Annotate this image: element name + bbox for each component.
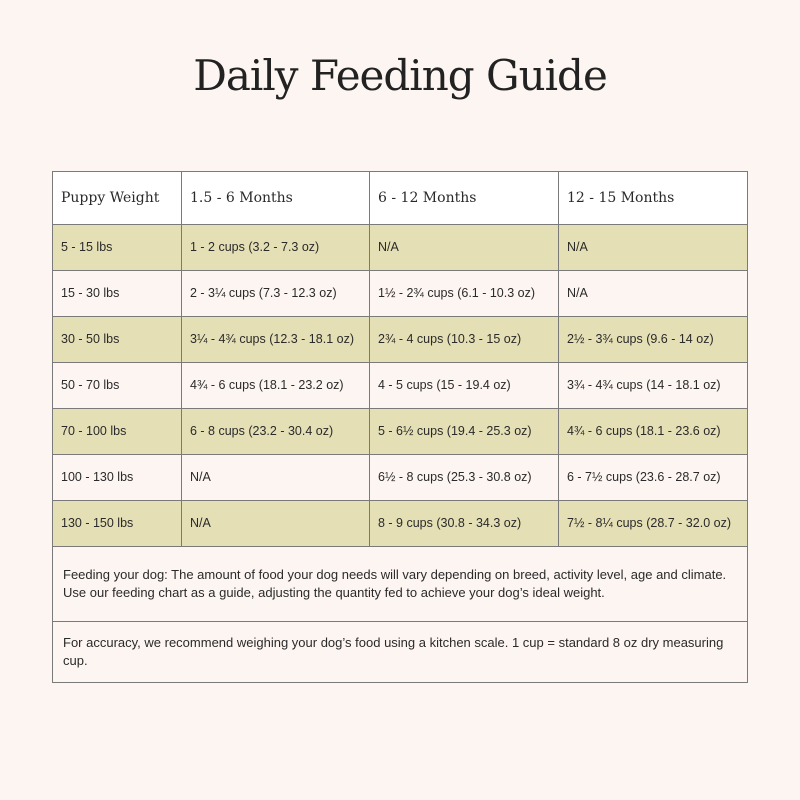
cell-12-15-months: 7½ - 8¼ cups (28.7 - 32.0 oz) — [558, 500, 748, 547]
feeding-note: Feeding your dog: The amount of food you… — [52, 546, 748, 622]
header-1-5-6-months: 1.5 - 6 Months — [181, 171, 370, 225]
feeding-table: Puppy Weight 1.5 - 6 Months 6 - 12 Month… — [52, 171, 748, 683]
cell-1-5-6-months: 3¼ - 4¾ cups (12.3 - 18.1 oz) — [181, 316, 370, 363]
cell-weight: 70 - 100 lbs — [52, 408, 182, 455]
cell-weight: 50 - 70 lbs — [52, 362, 182, 409]
cell-6-12-months: 2¾ - 4 cups (10.3 - 15 oz) — [369, 316, 559, 363]
cell-1-5-6-months: N/A — [181, 454, 370, 501]
cell-6-12-months: N/A — [369, 224, 559, 271]
cell-6-12-months: 1½ - 2¾ cups (6.1 - 10.3 oz) — [369, 270, 559, 317]
table-row: 50 - 70 lbs 4¾ - 6 cups (18.1 - 23.2 oz)… — [52, 362, 748, 409]
header-puppy-weight: Puppy Weight — [52, 171, 182, 225]
table-row: 15 - 30 lbs 2 - 3¼ cups (7.3 - 12.3 oz) … — [52, 270, 748, 317]
cell-6-12-months: 8 - 9 cups (30.8 - 34.3 oz) — [369, 500, 559, 547]
cell-1-5-6-months: 2 - 3¼ cups (7.3 - 12.3 oz) — [181, 270, 370, 317]
table-row: 5 - 15 lbs 1 - 2 cups (3.2 - 7.3 oz) N/A… — [52, 224, 748, 271]
page-title: Daily Feeding Guide — [193, 51, 608, 100]
cell-weight: 30 - 50 lbs — [52, 316, 182, 363]
cell-1-5-6-months: N/A — [181, 500, 370, 547]
cell-12-15-months: N/A — [558, 270, 748, 317]
cell-6-12-months: 5 - 6½ cups (19.4 - 25.3 oz) — [369, 408, 559, 455]
cell-12-15-months: 4¾ - 6 cups (18.1 - 23.6 oz) — [558, 408, 748, 455]
cell-1-5-6-months: 6 - 8 cups (23.2 - 30.4 oz) — [181, 408, 370, 455]
table-header-row: Puppy Weight 1.5 - 6 Months 6 - 12 Month… — [52, 171, 748, 225]
cell-12-15-months: 3¾ - 4¾ cups (14 - 18.1 oz) — [558, 362, 748, 409]
cell-weight: 15 - 30 lbs — [52, 270, 182, 317]
table-row: 70 - 100 lbs 6 - 8 cups (23.2 - 30.4 oz)… — [52, 408, 748, 455]
cell-12-15-months: N/A — [558, 224, 748, 271]
accuracy-note: For accuracy, we recommend weighing your… — [52, 621, 748, 683]
header-6-12-months: 6 - 12 Months — [369, 171, 559, 225]
cell-weight: 100 - 130 lbs — [52, 454, 182, 501]
cell-6-12-months: 4 - 5 cups (15 - 19.4 oz) — [369, 362, 559, 409]
cell-1-5-6-months: 1 - 2 cups (3.2 - 7.3 oz) — [181, 224, 370, 271]
table-row: 30 - 50 lbs 3¼ - 4¾ cups (12.3 - 18.1 oz… — [52, 316, 748, 363]
cell-1-5-6-months: 4¾ - 6 cups (18.1 - 23.2 oz) — [181, 362, 370, 409]
table-row: 100 - 130 lbs N/A 6½ - 8 cups (25.3 - 30… — [52, 454, 748, 501]
cell-6-12-months: 6½ - 8 cups (25.3 - 30.8 oz) — [369, 454, 559, 501]
feeding-note-row: Feeding your dog: The amount of food you… — [52, 546, 748, 622]
cell-weight: 5 - 15 lbs — [52, 224, 182, 271]
table-row: 130 - 150 lbs N/A 8 - 9 cups (30.8 - 34.… — [52, 500, 748, 547]
header-12-15-months: 12 - 15 Months — [558, 171, 748, 225]
accuracy-note-row: For accuracy, we recommend weighing your… — [52, 621, 748, 683]
cell-weight: 130 - 150 lbs — [52, 500, 182, 547]
cell-12-15-months: 6 - 7½ cups (23.6 - 28.7 oz) — [558, 454, 748, 501]
cell-12-15-months: 2½ - 3¾ cups (9.6 - 14 oz) — [558, 316, 748, 363]
